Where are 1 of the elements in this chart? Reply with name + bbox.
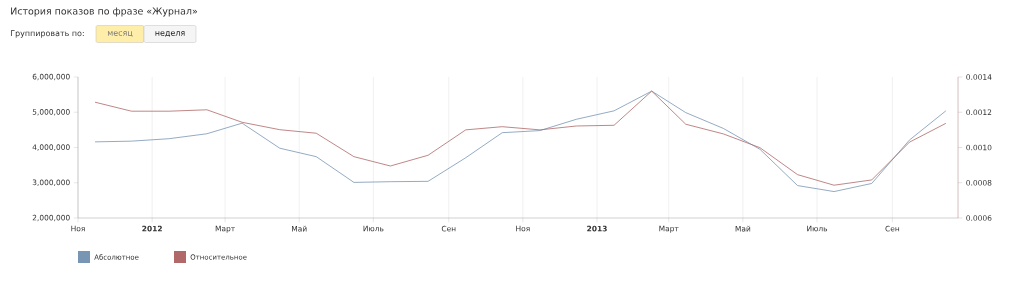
chart-title: История показов по фразе «Журнал»: [11, 7, 198, 17]
